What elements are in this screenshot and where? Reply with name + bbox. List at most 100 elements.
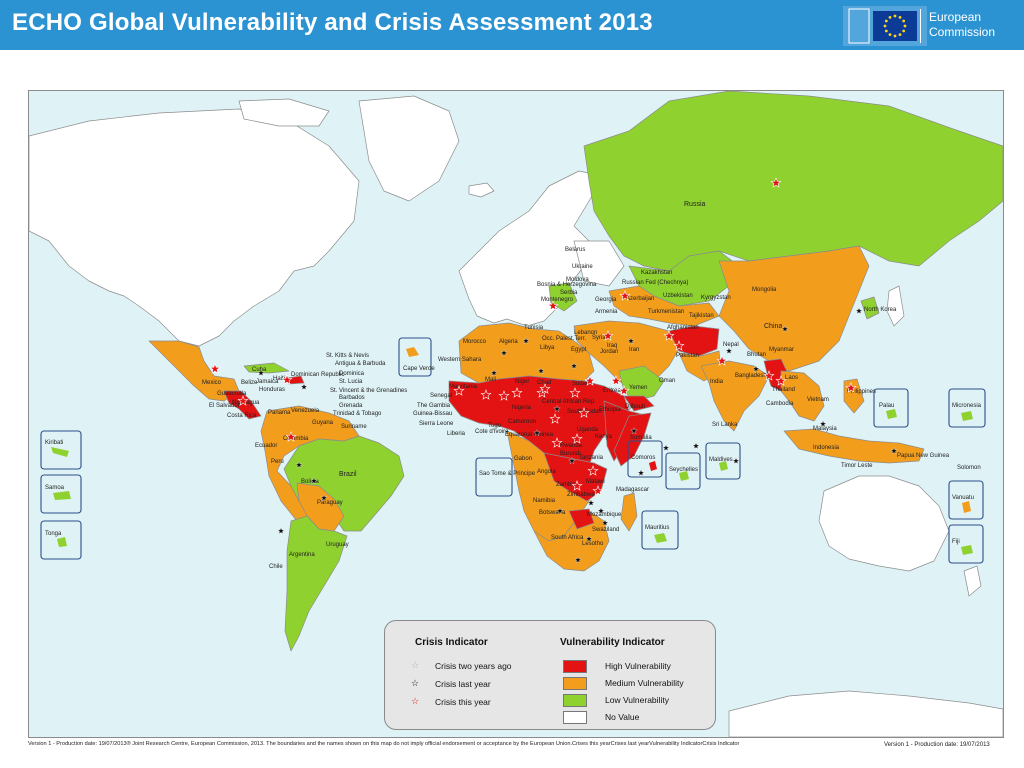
region-zimbabwe [568, 508, 595, 530]
country-label-malaysia: Malaysia [813, 426, 837, 432]
country-label-st-lucia: St. Lucia [339, 379, 363, 385]
country-label-ukraine: Ukraine [572, 264, 593, 270]
region-southern-africa [533, 510, 610, 572]
country-label-haiti: Haiti [273, 376, 285, 382]
country-label-jordan: Jordan [600, 349, 618, 355]
eu-star-icon [893, 34, 897, 38]
region-arctic-islands [238, 98, 330, 127]
country-label-moldova: Moldova [566, 277, 589, 283]
country-label-suriname: Suriname [341, 424, 367, 430]
crisis-this-year-star-icon [663, 330, 675, 341]
region-north-korea [860, 296, 880, 320]
country-label-barbados: Barbados [339, 395, 365, 401]
crisis-last-year-star-icon [662, 444, 670, 452]
crisis-last-year-star-icon [490, 369, 498, 377]
country-label-pakistan: Pakistan [676, 353, 699, 359]
crisis-last-year-star-icon [781, 325, 789, 333]
crisis-last-year-star-icon [522, 337, 530, 345]
country-label-swaziland: Swaziland [592, 527, 619, 533]
country-label-indonesia: Indonesia [813, 445, 840, 451]
crisis-last-year-star-icon [855, 307, 863, 315]
legend-crisis-star-icon: ☆ [411, 678, 420, 688]
country-label-bangladesh: Bangladesh [735, 373, 767, 379]
crisis-this-year-star-icon [619, 290, 631, 301]
crisis-last-year-star-icon [627, 337, 635, 345]
eu-star-icon [898, 15, 902, 19]
legend-box: Crisis Indicator Vulnerability Indicator… [384, 620, 716, 730]
country-label-namibia: Namibia [533, 498, 556, 504]
inset-comoros [627, 440, 663, 478]
country-label-panama: Panama [268, 410, 291, 416]
eu-star-icon [884, 29, 888, 33]
crisis-last-year-star-icon [533, 429, 541, 437]
crisis-this-year-star-icon [571, 480, 583, 491]
crisis-last-year-star-icon [320, 494, 328, 502]
country-label-botswana: Botswana [539, 510, 566, 516]
country-label-china: China [764, 323, 782, 330]
legend-vuln-label: Medium Vulnerability [605, 678, 684, 688]
country-label-honduras: Honduras [259, 387, 285, 393]
crisis-this-year-star-icon [584, 375, 596, 386]
region-japan [886, 285, 905, 327]
country-label-nicaragua: Nicaragua [232, 400, 260, 406]
crisis-last-year-star-icon [537, 367, 545, 375]
country-label-bhutan: Bhutan [747, 352, 766, 358]
crisis-this-year-star-icon [618, 385, 630, 396]
crisis-this-year-star-icon [587, 465, 599, 476]
country-label-colombia: Colombia [283, 436, 309, 442]
country-label-georgia: Georgia [595, 297, 617, 303]
crisis-last-year-star-icon [630, 427, 638, 435]
region-china-mongolia [718, 245, 870, 372]
eu-star-icon [893, 14, 897, 18]
country-label-india: India [710, 379, 724, 385]
eu-star-icon [884, 19, 888, 23]
region-madagascar [620, 492, 638, 532]
country-label-zambia: Zambia [556, 482, 577, 488]
inset-tonga [40, 520, 82, 560]
eu-star-icon [902, 29, 906, 33]
country-label-ecuador: Ecuador [255, 443, 277, 449]
european-commission-logo: European Commission [843, 6, 1019, 46]
inset-label-mauritius: Mauritius [645, 525, 669, 531]
country-label-kazakhstan: Kazakhstan [641, 270, 672, 276]
country-label-russia: Russia [684, 201, 706, 208]
eu-star-icon [903, 24, 907, 28]
inset-shape-cape-verde [406, 347, 419, 357]
country-label-serbia: Serbia [560, 290, 578, 296]
inset-cape-verde [398, 337, 432, 377]
inset-shape-mauritius [654, 533, 667, 543]
crisis-last-year-star-icon [732, 457, 740, 465]
crisis-last-year-star-icon [277, 527, 285, 535]
country-label-ethiopia: Ethiopia [599, 407, 621, 413]
region-ukraine-belarus [573, 240, 625, 287]
crisis-this-year-star-icon [209, 363, 221, 374]
inset-vanuatu [948, 480, 984, 520]
region-se-asia [780, 370, 825, 422]
region-southern-cone [284, 515, 348, 652]
legend-vuln-title: Vulnerability Indicator [560, 637, 665, 648]
country-label-chile: Chile [269, 564, 283, 570]
country-label-occ-pal: Occ. Palest.Terr. [542, 336, 586, 342]
crisis-this-year-star-icon [845, 382, 857, 393]
legend-vuln-label: Low Vulnerability [605, 695, 669, 705]
country-label-armenia: Armenia [595, 309, 618, 315]
country-label-laos: Laos [785, 375, 798, 381]
country-label-tanzania: Tanzania [579, 455, 604, 461]
region-greenland [358, 95, 460, 202]
country-label-vietnam: Vietnam [807, 397, 829, 403]
country-label-sudan: Sudan [572, 381, 589, 387]
country-label-afghanistan: Afghanistan [667, 325, 699, 331]
country-label-cameroon: Cameroon [508, 419, 536, 425]
eu-star-icon [883, 24, 887, 28]
country-label-cuba: Cuba [252, 367, 267, 373]
inset-shape-seychelles [679, 471, 689, 481]
country-label-algeria: Algeria [499, 339, 518, 345]
crisis-last-year-star-icon [692, 442, 700, 450]
inset-shape-palau [886, 409, 897, 419]
inset-label-tonga: Tonga [45, 531, 62, 537]
inset-shape-samoa [53, 491, 71, 500]
country-label-guatemala: Guatemala [217, 391, 247, 397]
country-label-mali: Mali [485, 377, 496, 383]
country-label-timor-leste: Timor Leste [841, 463, 873, 469]
legend-crisis-label: Crisis two years ago [435, 661, 512, 671]
